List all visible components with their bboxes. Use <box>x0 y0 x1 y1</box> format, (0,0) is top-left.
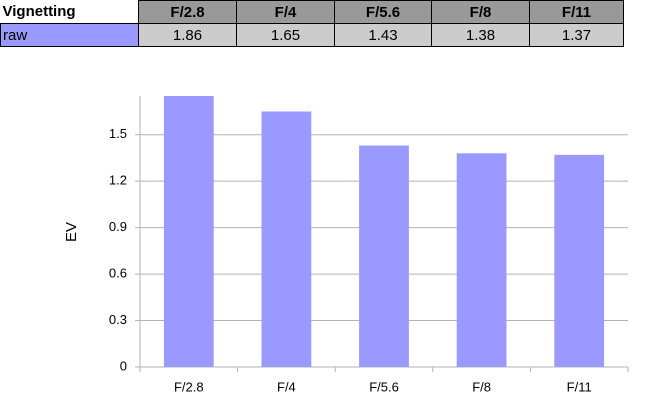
table-cell: 1.43 <box>334 23 432 47</box>
y-tick-label: 0 <box>120 358 127 373</box>
y-tick-label: 0.3 <box>109 312 127 327</box>
x-tick-label: F/4 <box>277 379 296 394</box>
table-cell: F/5.6 <box>334 0 432 24</box>
table-cell: Vignetting <box>0 0 139 24</box>
data-table: Vignetting F/2.8 F/4 F/5.6 F/8 F/11 raw 1.86 1.6… <box>0 0 624 47</box>
bar <box>163 96 214 368</box>
y-tick-label: 0.9 <box>109 219 127 234</box>
table-row: Vignetting F/2.8 F/4 F/5.6 F/8 F/11 <box>0 0 624 24</box>
x-tick-label: F/5.6 <box>369 379 399 394</box>
table-cell: F/2.8 <box>138 0 237 24</box>
bar <box>359 145 409 367</box>
bar <box>261 111 312 367</box>
table-row: raw 1.86 1.65 1.43 1.38 1.37 <box>0 23 624 47</box>
y-tick-label: 1.5 <box>109 126 127 141</box>
y-tick-label: 0.6 <box>109 266 127 281</box>
bar <box>456 153 507 367</box>
table-cell: raw <box>0 23 139 47</box>
x-tick-label: F/11 <box>567 379 592 394</box>
bar <box>554 154 605 367</box>
y-tick-label: 1.2 <box>109 173 127 188</box>
x-tick-label: F/2.8 <box>174 379 204 394</box>
table-cell: 1.38 <box>431 23 530 47</box>
table-cell: 1.37 <box>529 23 624 47</box>
table-cell: 1.86 <box>138 23 237 47</box>
x-tick-label: F/8 <box>472 379 491 394</box>
table-cell: F/8 <box>431 0 530 24</box>
table-cell: F/4 <box>236 0 335 24</box>
y-axis-label: EV <box>63 222 80 242</box>
table-cell: 1.65 <box>236 23 335 47</box>
